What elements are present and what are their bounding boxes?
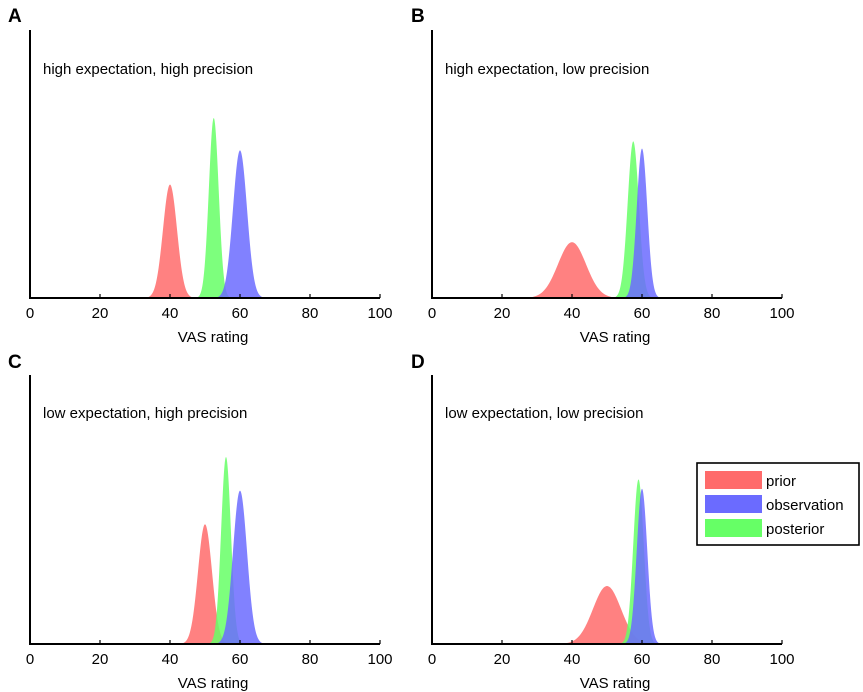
x-tick-label: 100: [367, 651, 392, 668]
x-tick-label: 80: [302, 305, 319, 322]
panel-c: C low expectation, high precision 0 20 40 6…: [8, 352, 393, 692]
x-tick-label: 60: [232, 651, 249, 668]
x-axis-label: VAS rating: [580, 329, 651, 346]
x-ticks: 0 20 40 60 80 100: [26, 294, 393, 322]
curve-posterior: [196, 118, 232, 298]
x-tick-label: 60: [634, 651, 651, 668]
panel-letter: C: [8, 352, 22, 373]
x-tick-label: 60: [634, 305, 651, 322]
x-tick-label: 100: [769, 651, 794, 668]
curve-posterior: [613, 141, 654, 298]
x-tick-label: 40: [564, 305, 581, 322]
curve-prior: [144, 184, 196, 298]
legend-item-prior: prior: [705, 471, 796, 490]
curve-observation: [623, 148, 661, 298]
x-ticks: 0 20 40 60 80 100: [428, 294, 795, 322]
curve-observation: [214, 150, 266, 298]
legend-label: observation: [766, 497, 844, 514]
x-axis-label: VAS rating: [178, 329, 249, 346]
panel-title: low expectation, low precision: [445, 405, 643, 422]
legend-label: posterior: [766, 521, 824, 538]
x-ticks: 0 20 40 60 80 100: [26, 640, 393, 668]
x-tick-label: 80: [704, 305, 721, 322]
panel-letter: B: [411, 6, 425, 27]
panel-a: A high expectation, high precision 0 20 40…: [8, 6, 393, 346]
legend-swatch: [705, 519, 762, 537]
x-tick-label: 0: [26, 305, 34, 322]
curve-observation: [623, 488, 661, 644]
curve-posterior: [208, 457, 244, 644]
x-ticks: 0 20 40 60 80 100: [428, 640, 795, 668]
x-axis-label: VAS rating: [580, 675, 651, 692]
x-tick-label: 0: [428, 651, 436, 668]
x-tick-label: 80: [704, 651, 721, 668]
panel-title: high expectation, low precision: [445, 61, 649, 78]
x-tick-label: 20: [494, 305, 511, 322]
x-tick-label: 100: [769, 305, 794, 322]
x-tick-label: 40: [162, 305, 179, 322]
panel-title: high expectation, high precision: [43, 61, 253, 78]
legend-label: prior: [766, 473, 796, 490]
x-tick-label: 100: [367, 305, 392, 322]
panel-d: D low expectation, low precision 0 20 40 60…: [411, 352, 795, 692]
x-tick-label: 0: [428, 305, 436, 322]
x-tick-label: 40: [162, 651, 179, 668]
distribution-curves: [521, 141, 661, 298]
curve-observation: [214, 490, 266, 644]
x-tick-label: 20: [494, 651, 511, 668]
legend-item-posterior: posterior: [705, 519, 824, 538]
x-tick-label: 20: [92, 305, 109, 322]
legend-swatch: [705, 471, 762, 489]
x-tick-label: 20: [92, 651, 109, 668]
curve-prior: [521, 242, 623, 298]
panel-letter: D: [411, 352, 425, 373]
x-tick-label: 80: [302, 651, 319, 668]
x-tick-label: 0: [26, 651, 34, 668]
legend-swatch: [705, 495, 762, 513]
curve-prior: [179, 524, 231, 644]
curve-prior: [556, 586, 658, 644]
legend: prior observation posterior: [696, 462, 860, 546]
x-axis-label: VAS rating: [178, 675, 249, 692]
panel-title: low expectation, high precision: [43, 405, 247, 422]
x-tick-label: 40: [564, 651, 581, 668]
legend-item-observation: observation: [705, 495, 844, 514]
distribution-curves: [556, 479, 661, 644]
distribution-curves: [179, 457, 266, 644]
panel-letter: A: [8, 6, 22, 27]
x-tick-label: 60: [232, 305, 249, 322]
distribution-curves: [144, 118, 266, 298]
panel-b: B high expectation, low precision 0 20 40 6…: [411, 6, 795, 346]
